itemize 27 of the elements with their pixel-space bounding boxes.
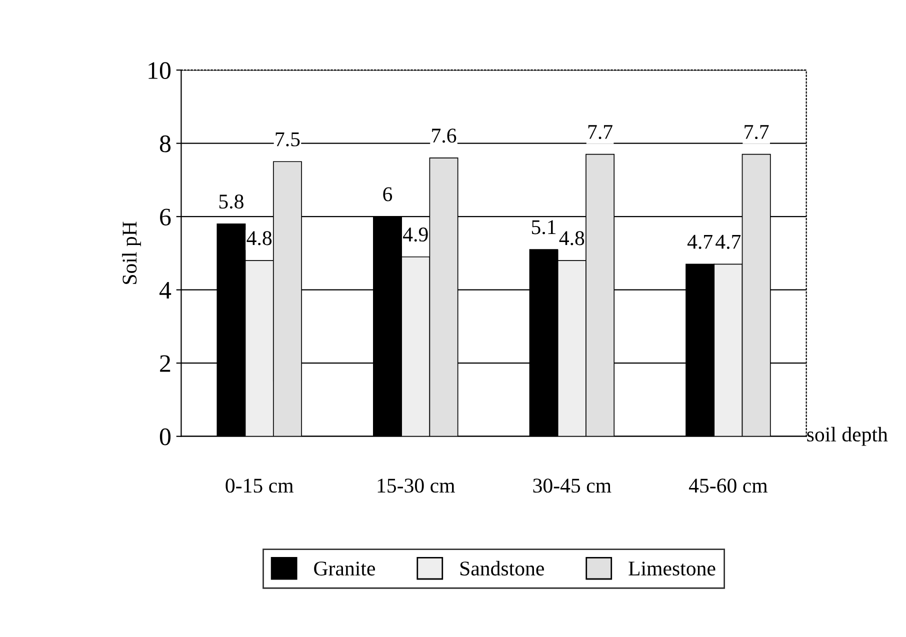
y-tick-label: 8 xyxy=(160,135,171,152)
data-label: 4.9 xyxy=(403,228,428,242)
data-label: 4.8 xyxy=(559,231,584,246)
data-label: 4.8 xyxy=(246,231,272,246)
x-tick-label: 15-30 cm xyxy=(378,478,455,493)
data-label: 6 xyxy=(383,187,392,202)
data-label: 4.7 xyxy=(716,234,741,249)
data-label: 5.8 xyxy=(219,194,244,209)
y-tick-label: 0 xyxy=(160,428,171,446)
y-tick-label: 10 xyxy=(148,62,171,79)
y-tick-label: 6 xyxy=(160,208,171,226)
data-label: 7.6 xyxy=(432,128,456,143)
data-label: 4.7 xyxy=(687,234,712,249)
data-label: 7.7 xyxy=(744,125,769,140)
data-label: 7.7 xyxy=(588,125,612,140)
data-label: 5.1 xyxy=(532,220,556,234)
y-axis-title: Soil pH xyxy=(122,222,141,284)
x-tick-label: 30-45 cm xyxy=(533,478,612,493)
legend-label: Limestone xyxy=(628,562,716,576)
data-label: 7.5 xyxy=(276,132,300,146)
legend-label: Sandstone xyxy=(460,560,544,576)
x-tick-label: 0-15 cm xyxy=(226,478,294,493)
x-tick-label: 45-60 cm xyxy=(688,478,768,493)
legend-label: Granite xyxy=(314,562,375,576)
x-axis-title: soil depth xyxy=(807,426,888,446)
y-tick-label: 4 xyxy=(159,282,172,299)
y-tick-label: 2 xyxy=(160,355,170,372)
